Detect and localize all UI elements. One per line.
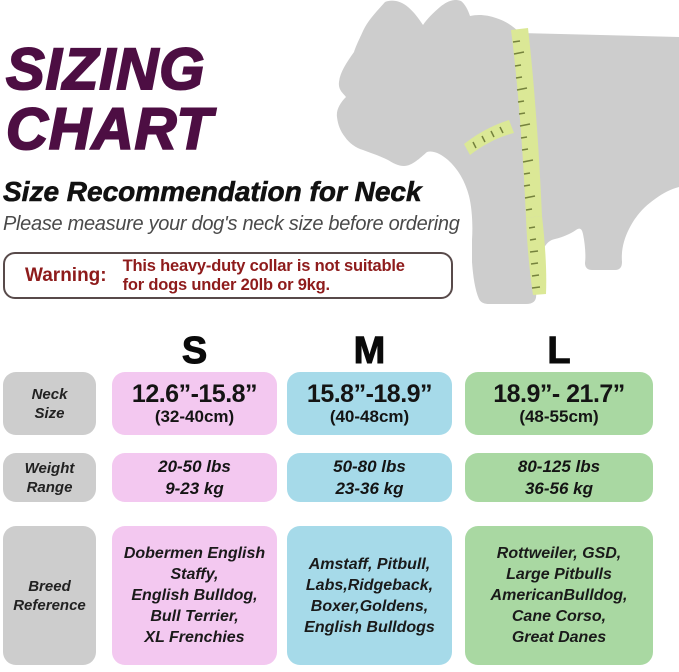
- warning-text: This heavy-duty collar is not suitable f…: [122, 256, 405, 294]
- page-title-line2: CHART: [5, 97, 213, 162]
- subtitle: Size Recommendation for Neck: [3, 176, 422, 208]
- warning-label: Warning:: [25, 264, 107, 286]
- size-header-s: S: [181, 330, 208, 373]
- cell-neck-size-l: 18.9”- 21.7” (48-55cm): [465, 372, 653, 435]
- weight-range-l-text: 80-125 lbs 36-56 kg: [517, 456, 601, 498]
- weight-range-m-text: 50-80 lbs 23-36 kg: [333, 456, 406, 498]
- row-label-breed-reference: Breed Reference: [3, 526, 96, 665]
- page-title: SIZING CHART: [5, 37, 213, 162]
- dog-illustration-svg: [336, 0, 679, 304]
- cell-breed-reference-s: Dobermen English Staffy, English Bulldog…: [112, 526, 277, 665]
- row-label-weight-range: Weight Range: [3, 453, 96, 502]
- neck-size-m-inches: 15.8”-18.9”: [306, 380, 433, 408]
- neck-size-l-cm: (48-55cm): [519, 407, 599, 426]
- size-header-l: L: [547, 330, 571, 373]
- neck-size-s-inches: 12.6”-15.8”: [131, 380, 258, 408]
- cell-breed-reference-l: Rottweiler, GSD, Large Pitbulls American…: [465, 526, 653, 665]
- cell-weight-range-s: 20-50 lbs 9-23 kg: [112, 453, 277, 502]
- row-label-neck-size-text: Neck Size: [31, 385, 68, 422]
- row-label-neck-size: Neck Size: [3, 372, 96, 435]
- row-label-breed-reference-text: Breed Reference: [13, 577, 86, 614]
- measuring-tape-icon: [464, 28, 547, 295]
- cell-breed-reference-m: Amstaff, Pitbull, Labs,Ridgeback, Boxer,…: [287, 526, 452, 665]
- row-label-weight-range-text: Weight Range: [24, 459, 75, 496]
- size-header-m: M: [353, 330, 386, 373]
- warning-box: Warning: This heavy-duty collar is not s…: [3, 252, 453, 299]
- dog-illustration: [330, 0, 679, 312]
- dog-silhouette: [336, 0, 679, 304]
- breed-reference-m-text: Amstaff, Pitbull, Labs,Ridgeback, Boxer,…: [304, 555, 435, 636]
- cell-neck-size-m: 15.8”-18.9” (40-48cm): [287, 372, 452, 435]
- neck-size-l-inches: 18.9”- 21.7”: [493, 380, 625, 408]
- measure-note: Please measure your dog's neck size befo…: [3, 213, 460, 235]
- weight-range-s-text: 20-50 lbs 9-23 kg: [158, 456, 231, 498]
- neck-size-s-cm: (32-40cm): [154, 407, 235, 426]
- cell-neck-size-s: 12.6”-15.8” (32-40cm): [112, 372, 277, 435]
- cell-weight-range-l: 80-125 lbs 36-56 kg: [465, 453, 653, 502]
- page-title-line1: SIZING: [5, 37, 206, 102]
- neck-size-m-cm: (40-48cm): [329, 407, 410, 426]
- breed-reference-s-text: Dobermen English Staffy, English Bulldog…: [123, 545, 266, 646]
- cell-weight-range-m: 50-80 lbs 23-36 kg: [287, 453, 452, 502]
- breed-reference-l-text: Rottweiler, GSD, Large Pitbulls American…: [490, 545, 628, 646]
